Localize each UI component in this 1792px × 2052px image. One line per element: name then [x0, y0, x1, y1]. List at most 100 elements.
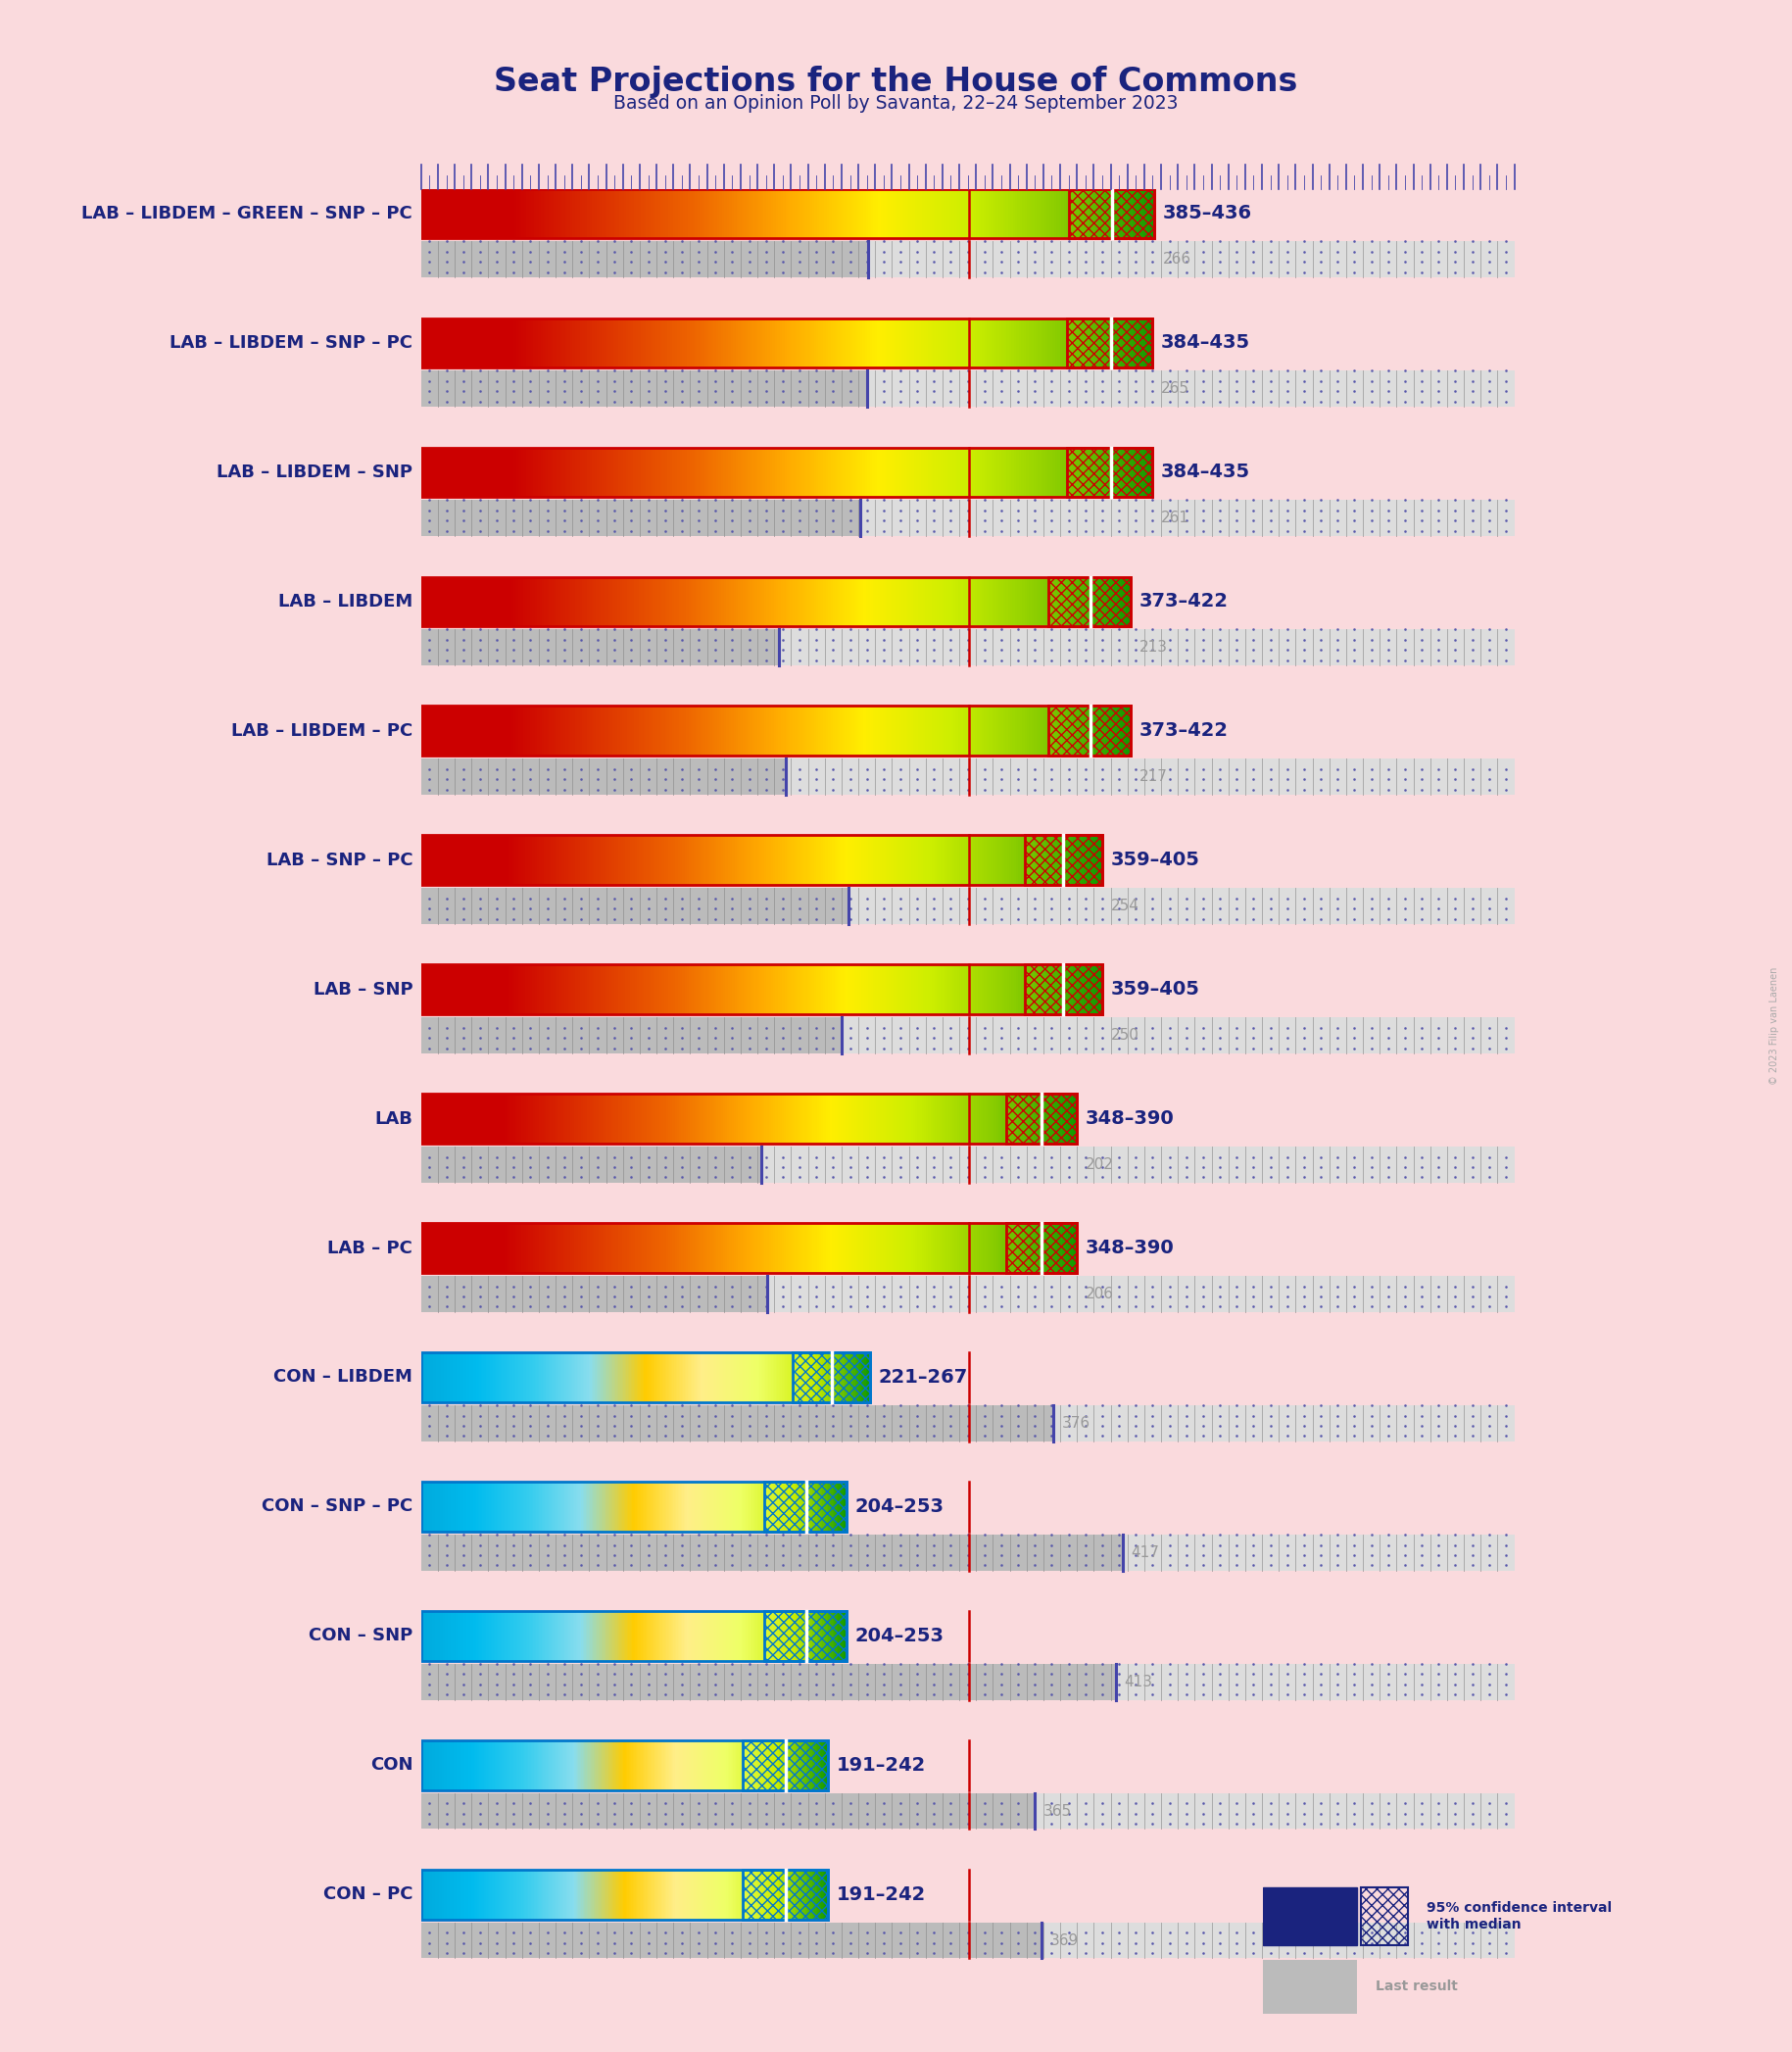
Bar	[642, 189, 643, 238]
Bar	[973, 447, 975, 497]
Bar	[509, 1223, 511, 1272]
Bar	[552, 835, 556, 884]
Bar	[649, 964, 650, 1014]
Bar	[1093, 706, 1095, 755]
Bar	[975, 447, 977, 497]
Bar	[980, 706, 982, 755]
Bar	[903, 577, 907, 626]
Bar	[620, 577, 622, 626]
Bar	[428, 1223, 430, 1272]
Bar	[584, 318, 588, 367]
Bar	[502, 1223, 504, 1272]
Bar	[760, 706, 762, 755]
Bar	[518, 964, 521, 1014]
Bar	[1029, 1094, 1030, 1143]
Bar	[792, 447, 794, 497]
Bar	[840, 447, 842, 497]
Bar	[1054, 835, 1057, 884]
Bar	[645, 447, 649, 497]
Bar	[1020, 964, 1023, 1014]
Bar	[502, 577, 504, 626]
Text: CON – PC: CON – PC	[323, 1886, 412, 1904]
Bar	[932, 835, 934, 884]
Bar	[1073, 1223, 1075, 1272]
Bar	[521, 835, 523, 884]
Bar	[421, 889, 848, 923]
Bar	[704, 447, 706, 497]
Bar	[765, 189, 769, 238]
Bar	[901, 1223, 905, 1272]
Bar	[554, 577, 556, 626]
Bar	[919, 1094, 921, 1143]
Bar	[844, 706, 848, 755]
Bar	[532, 1223, 534, 1272]
Bar	[568, 577, 570, 626]
Bar	[697, 577, 701, 626]
Bar	[1036, 1223, 1038, 1272]
Bar	[708, 1094, 710, 1143]
Bar	[823, 1094, 826, 1143]
Bar	[670, 577, 672, 626]
Bar	[787, 447, 790, 497]
Bar	[722, 706, 724, 755]
Bar	[421, 1147, 762, 1182]
Bar	[797, 835, 801, 884]
Bar	[421, 964, 1102, 1014]
Bar	[421, 577, 423, 626]
Bar	[502, 706, 504, 755]
Bar	[1036, 1094, 1038, 1143]
Bar	[446, 447, 448, 497]
Bar	[421, 371, 1514, 406]
Bar	[478, 835, 480, 884]
Bar	[547, 1223, 548, 1272]
Bar	[946, 835, 948, 884]
Bar	[842, 318, 846, 367]
Bar	[495, 189, 496, 238]
Bar	[921, 1094, 925, 1143]
Bar	[760, 1223, 762, 1272]
Bar	[1050, 577, 1052, 626]
Bar	[541, 835, 543, 884]
Bar	[695, 835, 699, 884]
Bar	[552, 318, 556, 367]
Bar	[654, 835, 658, 884]
Bar	[1098, 318, 1102, 367]
Bar	[452, 706, 455, 755]
Bar	[950, 318, 953, 367]
Bar	[568, 964, 572, 1014]
Bar	[437, 577, 441, 626]
Bar	[1020, 189, 1023, 238]
Bar	[478, 964, 480, 1014]
Bar	[470, 964, 471, 1014]
Bar	[975, 706, 977, 755]
Bar	[640, 318, 643, 367]
Bar	[966, 189, 969, 238]
Bar	[448, 447, 450, 497]
Bar	[921, 318, 923, 367]
Bar	[885, 1223, 887, 1272]
Bar	[685, 577, 686, 626]
Bar	[867, 577, 871, 626]
Bar	[946, 1223, 948, 1272]
Bar	[1011, 964, 1014, 1014]
Bar	[518, 706, 520, 755]
Bar	[1118, 447, 1122, 497]
Bar	[837, 835, 839, 884]
Bar	[595, 447, 597, 497]
Bar	[1000, 1223, 1004, 1272]
Bar	[477, 318, 480, 367]
Bar	[1052, 835, 1054, 884]
Bar	[421, 1094, 1077, 1143]
Bar	[545, 318, 548, 367]
Bar	[426, 318, 428, 367]
Bar	[961, 1223, 964, 1272]
Text: 373–422: 373–422	[1140, 722, 1228, 741]
Bar	[1057, 1094, 1059, 1143]
Bar	[1018, 189, 1020, 238]
Bar	[909, 318, 912, 367]
Bar	[1077, 189, 1079, 238]
Bar	[957, 964, 959, 1014]
Bar	[1086, 577, 1088, 626]
Bar	[507, 964, 509, 1014]
Bar	[866, 1223, 867, 1272]
